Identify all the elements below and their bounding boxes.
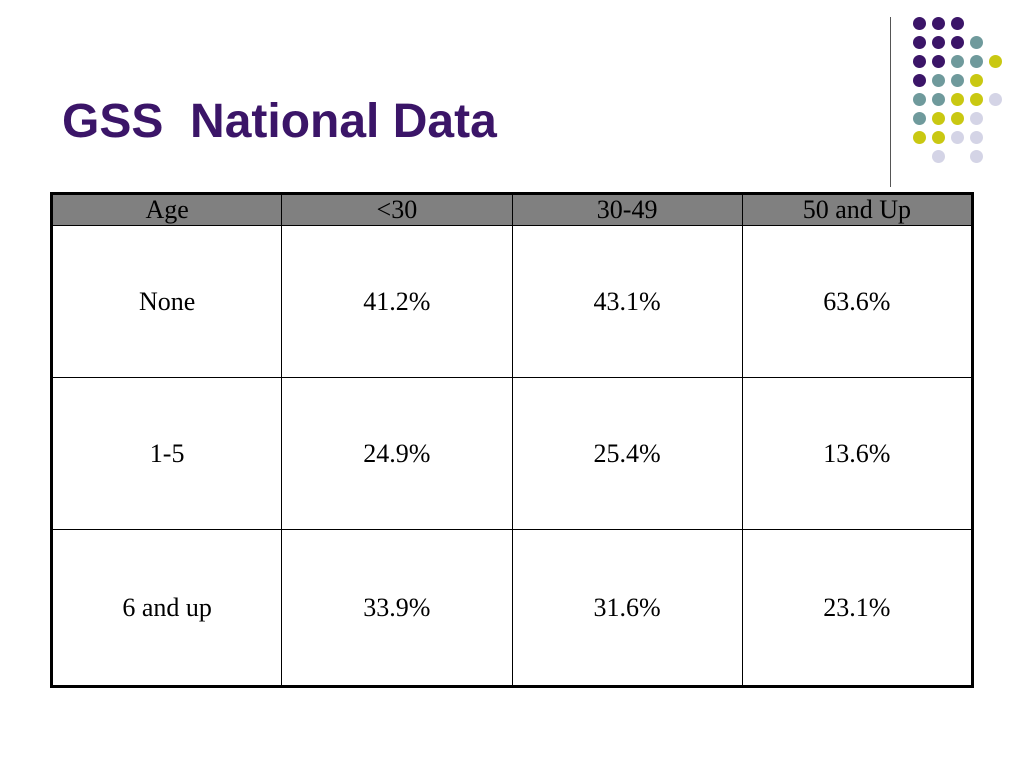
row-label-cell: None <box>50 224 283 379</box>
decorative-dot <box>932 93 945 106</box>
decorative-dot <box>951 112 964 125</box>
table-row: 6 and up 33.9% 31.6% 23.1% <box>50 529 974 687</box>
decorative-dot <box>989 93 1002 106</box>
decorative-dot <box>970 131 983 144</box>
decorative-dot <box>913 93 926 106</box>
row-label-cell: 1-5 <box>50 377 283 531</box>
decorative-dot <box>913 131 926 144</box>
decorative-dot <box>970 74 983 87</box>
decorative-dot <box>913 55 926 68</box>
decorative-dot <box>970 150 983 163</box>
table-value-cell: 24.9% <box>281 377 513 531</box>
decorative-dot <box>951 93 964 106</box>
decorative-dot <box>932 131 945 144</box>
table-header-cell: <30 <box>281 193 513 226</box>
gss-data-table: Age <30 30-49 50 and Up None 41.2% 43.1% 63.6%… <box>50 192 974 688</box>
table-value-cell: 41.2% <box>281 224 513 379</box>
decorative-dot <box>989 55 1002 68</box>
table-row: 1-5 24.9% 25.4% 13.6% <box>50 377 974 531</box>
table-header-cell: 30-49 <box>511 193 743 226</box>
table-value-cell: 13.6% <box>741 377 974 531</box>
decorative-dot <box>932 150 945 163</box>
decorative-dot <box>951 55 964 68</box>
table-row: None 41.2% 43.1% 63.6% <box>50 224 974 379</box>
table-value-cell: 43.1% <box>511 224 743 379</box>
table-value-cell: 31.6% <box>511 529 743 687</box>
table-value-cell: 25.4% <box>511 377 743 531</box>
decorative-dot <box>970 36 983 49</box>
decorative-dot <box>951 74 964 87</box>
table-value-cell: 63.6% <box>741 224 974 379</box>
title-divider-line <box>890 17 891 187</box>
decorative-dot <box>970 93 983 106</box>
slide-title: GSS National Data <box>62 95 497 148</box>
table-header-cell: 50 and Up <box>741 193 974 226</box>
table-header-row: Age <30 30-49 50 and Up <box>50 193 974 226</box>
decorative-dot <box>932 55 945 68</box>
table-body: None 41.2% 43.1% 63.6% 1-5 24.9% 25.4% 13.6% 6 a… <box>50 224 974 687</box>
decorative-dot <box>913 112 926 125</box>
decorative-dot <box>932 36 945 49</box>
decorative-dot <box>932 17 945 30</box>
table-value-cell: 23.1% <box>741 529 974 687</box>
table-header-cell: Age <box>50 193 283 226</box>
decorative-dot <box>970 112 983 125</box>
decorative-dot <box>951 17 964 30</box>
decorative-dot <box>932 112 945 125</box>
decorative-dot <box>913 74 926 87</box>
decorative-dot <box>913 17 926 30</box>
decorative-dot <box>913 36 926 49</box>
decorative-dot <box>970 55 983 68</box>
decorative-dot <box>932 74 945 87</box>
table-value-cell: 33.9% <box>281 529 513 687</box>
row-label-cell: 6 and up <box>50 529 283 687</box>
decorative-dot <box>951 131 964 144</box>
decorative-dot <box>951 36 964 49</box>
